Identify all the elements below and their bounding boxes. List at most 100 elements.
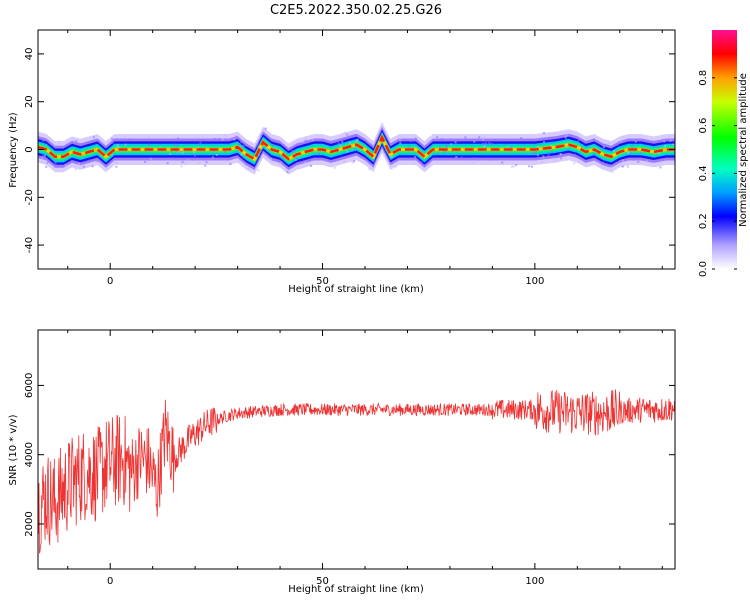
spectrogram-ytick-label: -20 (24, 189, 35, 205)
spectrogram-speckle (637, 160, 640, 163)
spectrogram-speckle (304, 161, 307, 164)
spectrogram-speckle (566, 134, 569, 137)
snr-ytick-label: 6000 (24, 373, 35, 398)
spectrogram-speckle (631, 145, 634, 148)
spectrogram-speckle (600, 164, 603, 167)
spectrogram-speckle (240, 153, 243, 156)
spectrogram-speckle (304, 139, 307, 142)
spectrogram-speckle (128, 138, 131, 141)
spectrogram-speckle (472, 161, 475, 164)
spectrogram-speckle (176, 144, 179, 147)
spectrogram-speckle (368, 168, 371, 171)
spectrogram-speckle (441, 138, 444, 141)
spectrogram-speckle (560, 157, 563, 160)
spectrogram-speckle (576, 156, 579, 159)
spectrogram-speckle (333, 166, 336, 169)
spectrogram-speckle (286, 170, 289, 173)
spectrogram-speckle (346, 133, 349, 136)
spectrogram-speckle (592, 152, 595, 155)
spectrogram-speckle (609, 165, 612, 168)
spectrogram-speckle (291, 150, 294, 153)
spectrogram-speckle (482, 142, 485, 145)
spectrogram-speckle (536, 154, 539, 157)
spectrogram-speckle (124, 143, 127, 146)
spectrogram-speckle (355, 140, 358, 143)
spectrogram-speckle (495, 139, 498, 142)
spectrogram-ytick-label: 20 (24, 95, 35, 108)
spectrogram-speckle (117, 146, 120, 149)
spectrogram-speckle (204, 164, 207, 167)
spectrogram-speckle (257, 145, 260, 148)
spectrogram-panel: 0 50 100 -40 -20 0 20 40 Height of straight lin… (8, 29, 676, 295)
spectrogram-speckle (111, 141, 114, 144)
spectrogram-speckle (215, 153, 218, 156)
spectrogram-band-green (38, 133, 675, 163)
spectrogram-speckle (659, 166, 662, 169)
spectrogram-speckle (356, 138, 359, 141)
spectrogram-speckle (512, 165, 515, 168)
spectrogram-speckle (577, 140, 580, 143)
spectrogram-speckle (242, 156, 245, 159)
spectrogram-speckle (478, 136, 481, 139)
spectrogram-speckle (542, 141, 545, 144)
spectrogram-ytick-label: -40 (24, 237, 35, 253)
spectrogram-speckle (353, 160, 356, 163)
spectrogram-speckle (41, 155, 44, 158)
spectrogram-speckle (180, 165, 183, 168)
colorbar-tick-label: 0.2 (698, 213, 709, 229)
spectrogram-speckle (242, 145, 245, 148)
spectrogram-speckle (409, 140, 412, 143)
spectrogram-speckle (573, 162, 576, 165)
spectrogram-speckle (225, 134, 228, 137)
spectrogram-speckle (211, 156, 214, 159)
spectrogram-speckle (626, 164, 629, 167)
spectrogram-speckle (573, 153, 576, 156)
spectrogram-speckle (601, 157, 604, 160)
spectrogram-ticks: 0 50 100 -40 -20 0 20 40 (24, 30, 675, 287)
spectrogram-speckle (490, 142, 493, 145)
spectrogram-speckle (343, 160, 346, 163)
colorbar-gradient (712, 30, 737, 269)
spectrogram-speckle (601, 161, 604, 164)
spectrogram-speckle (464, 136, 467, 139)
spectrogram-speckle (488, 141, 491, 144)
spectrogram-speckle (455, 156, 458, 159)
spectrogram-speckle (515, 164, 518, 167)
spectrogram-speckle (473, 140, 476, 143)
spectrogram-speckle (116, 144, 119, 147)
spectrogram-speckle (520, 137, 523, 140)
spectrogram-speckle (148, 143, 151, 146)
spectrogram-speckle (221, 138, 224, 141)
snr-panel: 0 50 100 2000 4000 6000 Height of straight li… (8, 329, 676, 595)
spectrogram-speckle (88, 159, 91, 162)
spectrogram-speckle (272, 144, 275, 147)
spectrogram-speckle (559, 153, 562, 156)
spectrogram-speckle (629, 152, 632, 155)
colorbar-tick-label: 0.4 (698, 165, 709, 181)
spectrogram-speckle (54, 162, 57, 165)
spectrogram-speckle (348, 141, 351, 144)
spectrogram-speckle (443, 150, 446, 153)
spectrogram-speckle (536, 145, 539, 148)
snr-frame (37, 329, 676, 570)
spectrogram-speckle (450, 143, 453, 146)
spectrogram-speckle (656, 145, 659, 148)
spectrogram-speckle (292, 150, 295, 153)
spectrogram-speckle (335, 147, 338, 150)
spectrogram-speckle (266, 147, 269, 150)
spectrogram-speckle (484, 142, 487, 145)
spectrogram-speckle (600, 147, 603, 150)
spectrogram-speckle (42, 139, 45, 142)
snr-series-line (38, 389, 675, 554)
spectrogram-speckle (619, 140, 622, 143)
spectrogram-speckle (78, 162, 81, 165)
spectrogram-speckle (627, 151, 630, 154)
spectrogram-speckle (438, 146, 441, 149)
spectrogram-speckle (672, 143, 675, 146)
spectrogram-speckle (351, 161, 354, 164)
spectrogram-speckle (92, 136, 95, 139)
spectrogram-speckle (622, 135, 625, 138)
spectrogram-speckle (543, 158, 546, 161)
spectrogram-speckle (394, 165, 397, 168)
